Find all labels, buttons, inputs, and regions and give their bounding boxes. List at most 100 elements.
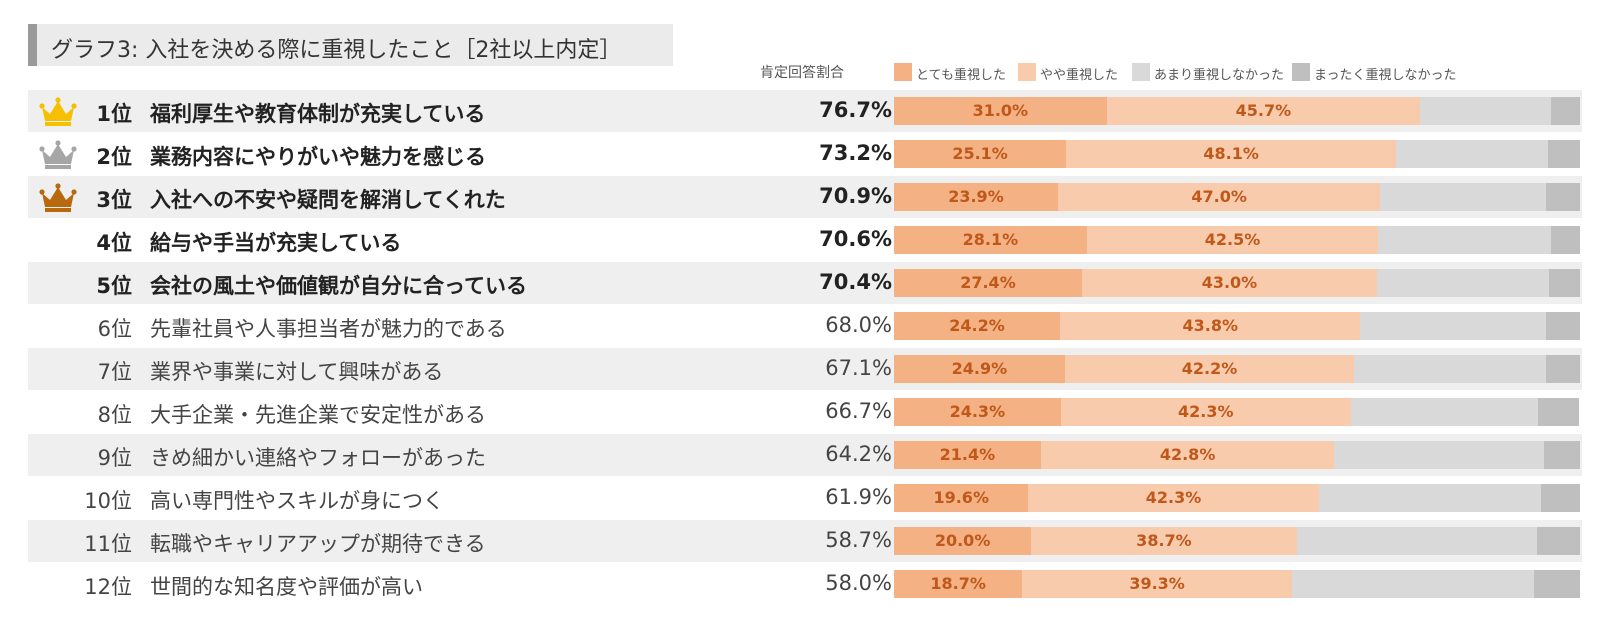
positive-total: 66.7% [825,399,892,423]
segment-value-label: 24.9% [951,359,1008,378]
chart-row: 9位 きめ細かい連絡やフォローがあった 64.2% 21.4% 42.8% [28,434,1582,476]
segment-value-label: 19.6% [933,488,989,507]
segment-value-label: 23.9% [948,187,1004,206]
legend-label: まったく重視しなかった [1314,68,1457,83]
bar-segment [1081,269,1377,297]
stacked-bar: 24.3% 42.3% [894,398,1580,426]
bar-segment [1420,97,1552,125]
bar-segment [1534,570,1580,598]
positive-total: 64.2% [825,442,892,466]
category-label: 先輩社員や人事担当者が魅力的である [150,317,507,341]
bar-segment [1551,97,1580,125]
category-label: 転職やキャリアアップが期待できる [150,532,486,556]
bar-segment [1106,97,1421,125]
bar-segment [1544,441,1580,469]
rank-label: 12位 [84,575,132,599]
bar-segment [1536,527,1580,555]
stacked-bar: 20.0% 38.7% [894,527,1580,555]
rank-label: 6位 [97,317,132,341]
positive-total: 70.6% [819,227,892,251]
chart-title: グラフ3: 入社を決める際に重視したこと［2社以上内定］ [51,38,622,63]
segment-value-label: 24.2% [949,316,1005,335]
segment-value-label: 28.1% [962,230,1019,249]
chart-title-box: グラフ3: 入社を決める際に重視したこと［2社以上内定］ [28,24,673,66]
stacked-bar: 24.2% 43.8% [894,312,1580,340]
stacked-bar: 24.9% 42.2% [894,355,1580,383]
stacked-bar: 28.1% 42.5% [894,226,1580,254]
chart-row: 7位 業界や事業に対して興味がある 67.1% 24.9% 42.2% [28,348,1582,390]
legend-swatch [1018,63,1036,81]
bar-segment [1540,484,1580,512]
bar-segment [894,226,1087,254]
positive-total: 58.0% [825,571,892,595]
bar-segment [1354,355,1546,383]
rank-label: 2位 [96,145,132,169]
bar-segment [894,140,1067,168]
bar-segment [894,97,1107,125]
rank-label: 10位 [84,489,132,513]
segment-value-label: 42.2% [1181,359,1238,378]
positive-total: 70.4% [819,270,892,294]
stacked-bar: 19.6% 42.3% [894,484,1580,512]
category-label: きめ細かい連絡やフォローがあった [150,446,486,470]
chart-row: 1位 福利厚生や教育体制が充実している 76.7% 31.0% 45.7% [28,90,1582,132]
chart-row: 12位 世間的な知名度や評価が高い 58.0% 18.7% 39.3% [28,563,1582,605]
bronze-crown-icon [38,183,78,213]
positive-total: 67.1% [825,356,892,380]
category-label: 福利厚生や教育体制が充実している [150,102,486,126]
positive-total: 68.0% [825,313,892,337]
bar-segment [894,527,1032,555]
rank-label: 4位 [96,231,132,255]
segment-value-label: 47.0% [1191,187,1247,206]
rank-label: 3位 [96,188,132,212]
silver-crown-icon [38,140,78,170]
rank-label: 1位 [96,102,132,126]
bar-segment [1538,398,1580,426]
bar-segment [1296,527,1537,555]
bar-segment [894,355,1065,383]
bar-segment [1549,269,1580,297]
bar-segment [1066,140,1397,168]
positive-rate-header: 肯定回答割合 [760,65,844,81]
segment-value-label: 21.4% [939,445,996,464]
stacked-bar: 31.0% 45.7% [894,97,1580,125]
chart-row: 8位 大手企業・先進企業で安定性がある 66.7% 24.3% 42.3% [28,391,1582,433]
chart-row: 11位 転職やキャリアアップが期待できる 58.7% 20.0% 38.7% [28,520,1582,562]
segment-value-label: 42.8% [1159,445,1216,464]
category-label: 業務内容にやりがいや魅力を感じる [150,145,486,169]
bar-segment [1376,269,1550,297]
rank-label: 11位 [84,532,132,556]
legend-swatch [1292,63,1310,81]
bar-segment [1360,312,1547,340]
stacked-bar: 25.1% 48.1% [894,140,1580,168]
bar-segment [1396,140,1549,168]
bar-segment [1031,527,1297,555]
legend-label: とても重視した [916,68,1006,83]
category-label: 大手企業・先進企業で安定性がある [150,403,486,427]
bar-segment [894,484,1029,512]
chart-row: 4位 給与や手当が充実している 70.6% 28.1% 42.5% [28,219,1582,261]
bar-segment [894,269,1082,297]
bar-segment [1380,183,1546,211]
bar-segment [1350,398,1539,426]
segment-value-label: 31.0% [972,101,1029,120]
positive-total: 76.7% [819,98,892,122]
bar-segment [1022,570,1292,598]
segment-value-label: 45.7% [1235,101,1292,120]
category-label: 業界や事業に対して興味がある [150,360,444,384]
bar-segment [1060,312,1361,340]
stacked-bar: 27.4% 43.0% [894,269,1580,297]
bar-segment [1548,140,1580,168]
bar-segment [1064,355,1355,383]
bar-segment [1291,570,1535,598]
segment-value-label: 20.0% [934,531,991,550]
positive-total: 58.7% [825,528,892,552]
bar-segment [1546,312,1580,340]
segment-value-label: 38.7% [1136,531,1192,550]
legend-swatch [1132,63,1150,81]
segment-value-label: 39.3% [1129,574,1185,593]
bar-segment [1040,441,1335,469]
bar-segment [1057,183,1381,211]
stacked-bar: 21.4% 42.8% [894,441,1580,469]
positive-total: 70.9% [819,184,892,208]
